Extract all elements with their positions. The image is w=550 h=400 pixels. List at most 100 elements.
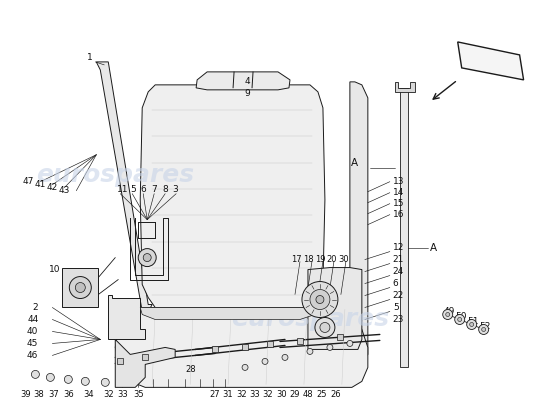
Text: 4: 4 (244, 77, 250, 86)
Bar (117, 358, 123, 364)
Circle shape (310, 290, 330, 310)
Circle shape (307, 348, 313, 354)
Text: 19: 19 (315, 255, 325, 264)
Bar (142, 354, 148, 360)
Circle shape (316, 296, 324, 304)
Text: 28: 28 (185, 365, 196, 374)
Bar (337, 334, 343, 340)
Text: 26: 26 (331, 390, 341, 399)
Circle shape (282, 354, 288, 360)
Text: 35: 35 (133, 390, 144, 399)
Circle shape (75, 282, 85, 292)
Text: 15: 15 (393, 199, 404, 208)
Circle shape (470, 322, 474, 326)
Polygon shape (400, 88, 408, 368)
Text: 33: 33 (250, 390, 260, 399)
Polygon shape (308, 268, 362, 350)
Text: 50: 50 (456, 312, 467, 321)
Polygon shape (395, 82, 415, 92)
Polygon shape (108, 294, 145, 340)
Circle shape (31, 370, 40, 378)
Circle shape (455, 314, 465, 324)
Text: 49: 49 (444, 307, 455, 316)
Text: 13: 13 (393, 177, 404, 186)
Circle shape (315, 318, 335, 338)
Text: 39: 39 (20, 390, 31, 399)
Text: 32: 32 (263, 390, 273, 399)
Text: 40: 40 (27, 327, 38, 336)
Text: 5: 5 (130, 185, 136, 194)
Text: 37: 37 (48, 390, 59, 399)
Text: 44: 44 (27, 315, 38, 324)
Text: 27: 27 (210, 390, 221, 399)
Text: 21: 21 (393, 255, 404, 264)
Text: 33: 33 (117, 390, 128, 399)
Text: 52: 52 (480, 322, 491, 331)
Text: 6: 6 (140, 185, 146, 194)
Circle shape (302, 282, 338, 318)
Text: 17: 17 (290, 255, 301, 264)
Text: 24: 24 (393, 267, 404, 276)
Text: 23: 23 (393, 315, 404, 324)
Text: 31: 31 (223, 390, 233, 399)
Text: 30: 30 (277, 390, 287, 399)
Text: 5: 5 (393, 303, 399, 312)
Circle shape (482, 328, 486, 332)
Circle shape (458, 318, 461, 322)
Text: 9: 9 (244, 89, 250, 98)
Polygon shape (116, 308, 368, 387)
Text: 47: 47 (23, 177, 34, 186)
Circle shape (143, 254, 151, 262)
Polygon shape (350, 82, 368, 368)
Text: 10: 10 (49, 265, 60, 274)
Text: 38: 38 (33, 390, 44, 399)
Text: 8: 8 (162, 185, 168, 194)
Text: 11: 11 (117, 185, 129, 194)
Polygon shape (62, 268, 98, 308)
Text: eurospares: eurospares (231, 308, 389, 332)
Text: 6: 6 (393, 279, 399, 288)
Circle shape (320, 322, 330, 332)
Polygon shape (96, 62, 152, 312)
Text: 34: 34 (83, 390, 94, 399)
Circle shape (64, 375, 73, 383)
Text: A: A (430, 242, 437, 252)
Text: 51: 51 (468, 317, 479, 326)
Circle shape (138, 248, 156, 266)
Text: 14: 14 (393, 188, 404, 197)
Text: 46: 46 (27, 351, 38, 360)
Text: 7: 7 (151, 185, 157, 194)
Text: 22: 22 (393, 291, 404, 300)
Circle shape (443, 310, 453, 320)
Circle shape (327, 344, 333, 350)
Text: 45: 45 (27, 339, 38, 348)
Circle shape (81, 377, 89, 385)
Circle shape (46, 373, 54, 381)
Text: 1: 1 (86, 54, 92, 62)
Polygon shape (116, 340, 175, 387)
Text: A: A (351, 158, 358, 168)
Text: 29: 29 (290, 390, 300, 399)
Polygon shape (458, 42, 524, 80)
Circle shape (242, 364, 248, 370)
Polygon shape (140, 85, 325, 308)
Text: 43: 43 (58, 186, 70, 195)
Text: 2: 2 (33, 303, 39, 312)
Text: 42: 42 (46, 183, 58, 192)
Text: 32: 32 (236, 390, 248, 399)
Circle shape (446, 312, 450, 316)
Text: 3: 3 (172, 185, 178, 194)
Text: 25: 25 (317, 390, 327, 399)
Text: 36: 36 (63, 390, 74, 399)
Text: 41: 41 (35, 180, 46, 189)
Text: 20: 20 (327, 255, 337, 264)
Circle shape (347, 340, 353, 346)
Circle shape (262, 358, 268, 364)
Text: 18: 18 (302, 255, 313, 264)
Circle shape (467, 320, 477, 330)
Bar (212, 346, 218, 352)
Text: 16: 16 (393, 210, 404, 219)
Text: eurospares: eurospares (36, 163, 194, 187)
Bar (242, 344, 248, 350)
Text: 12: 12 (393, 243, 404, 252)
